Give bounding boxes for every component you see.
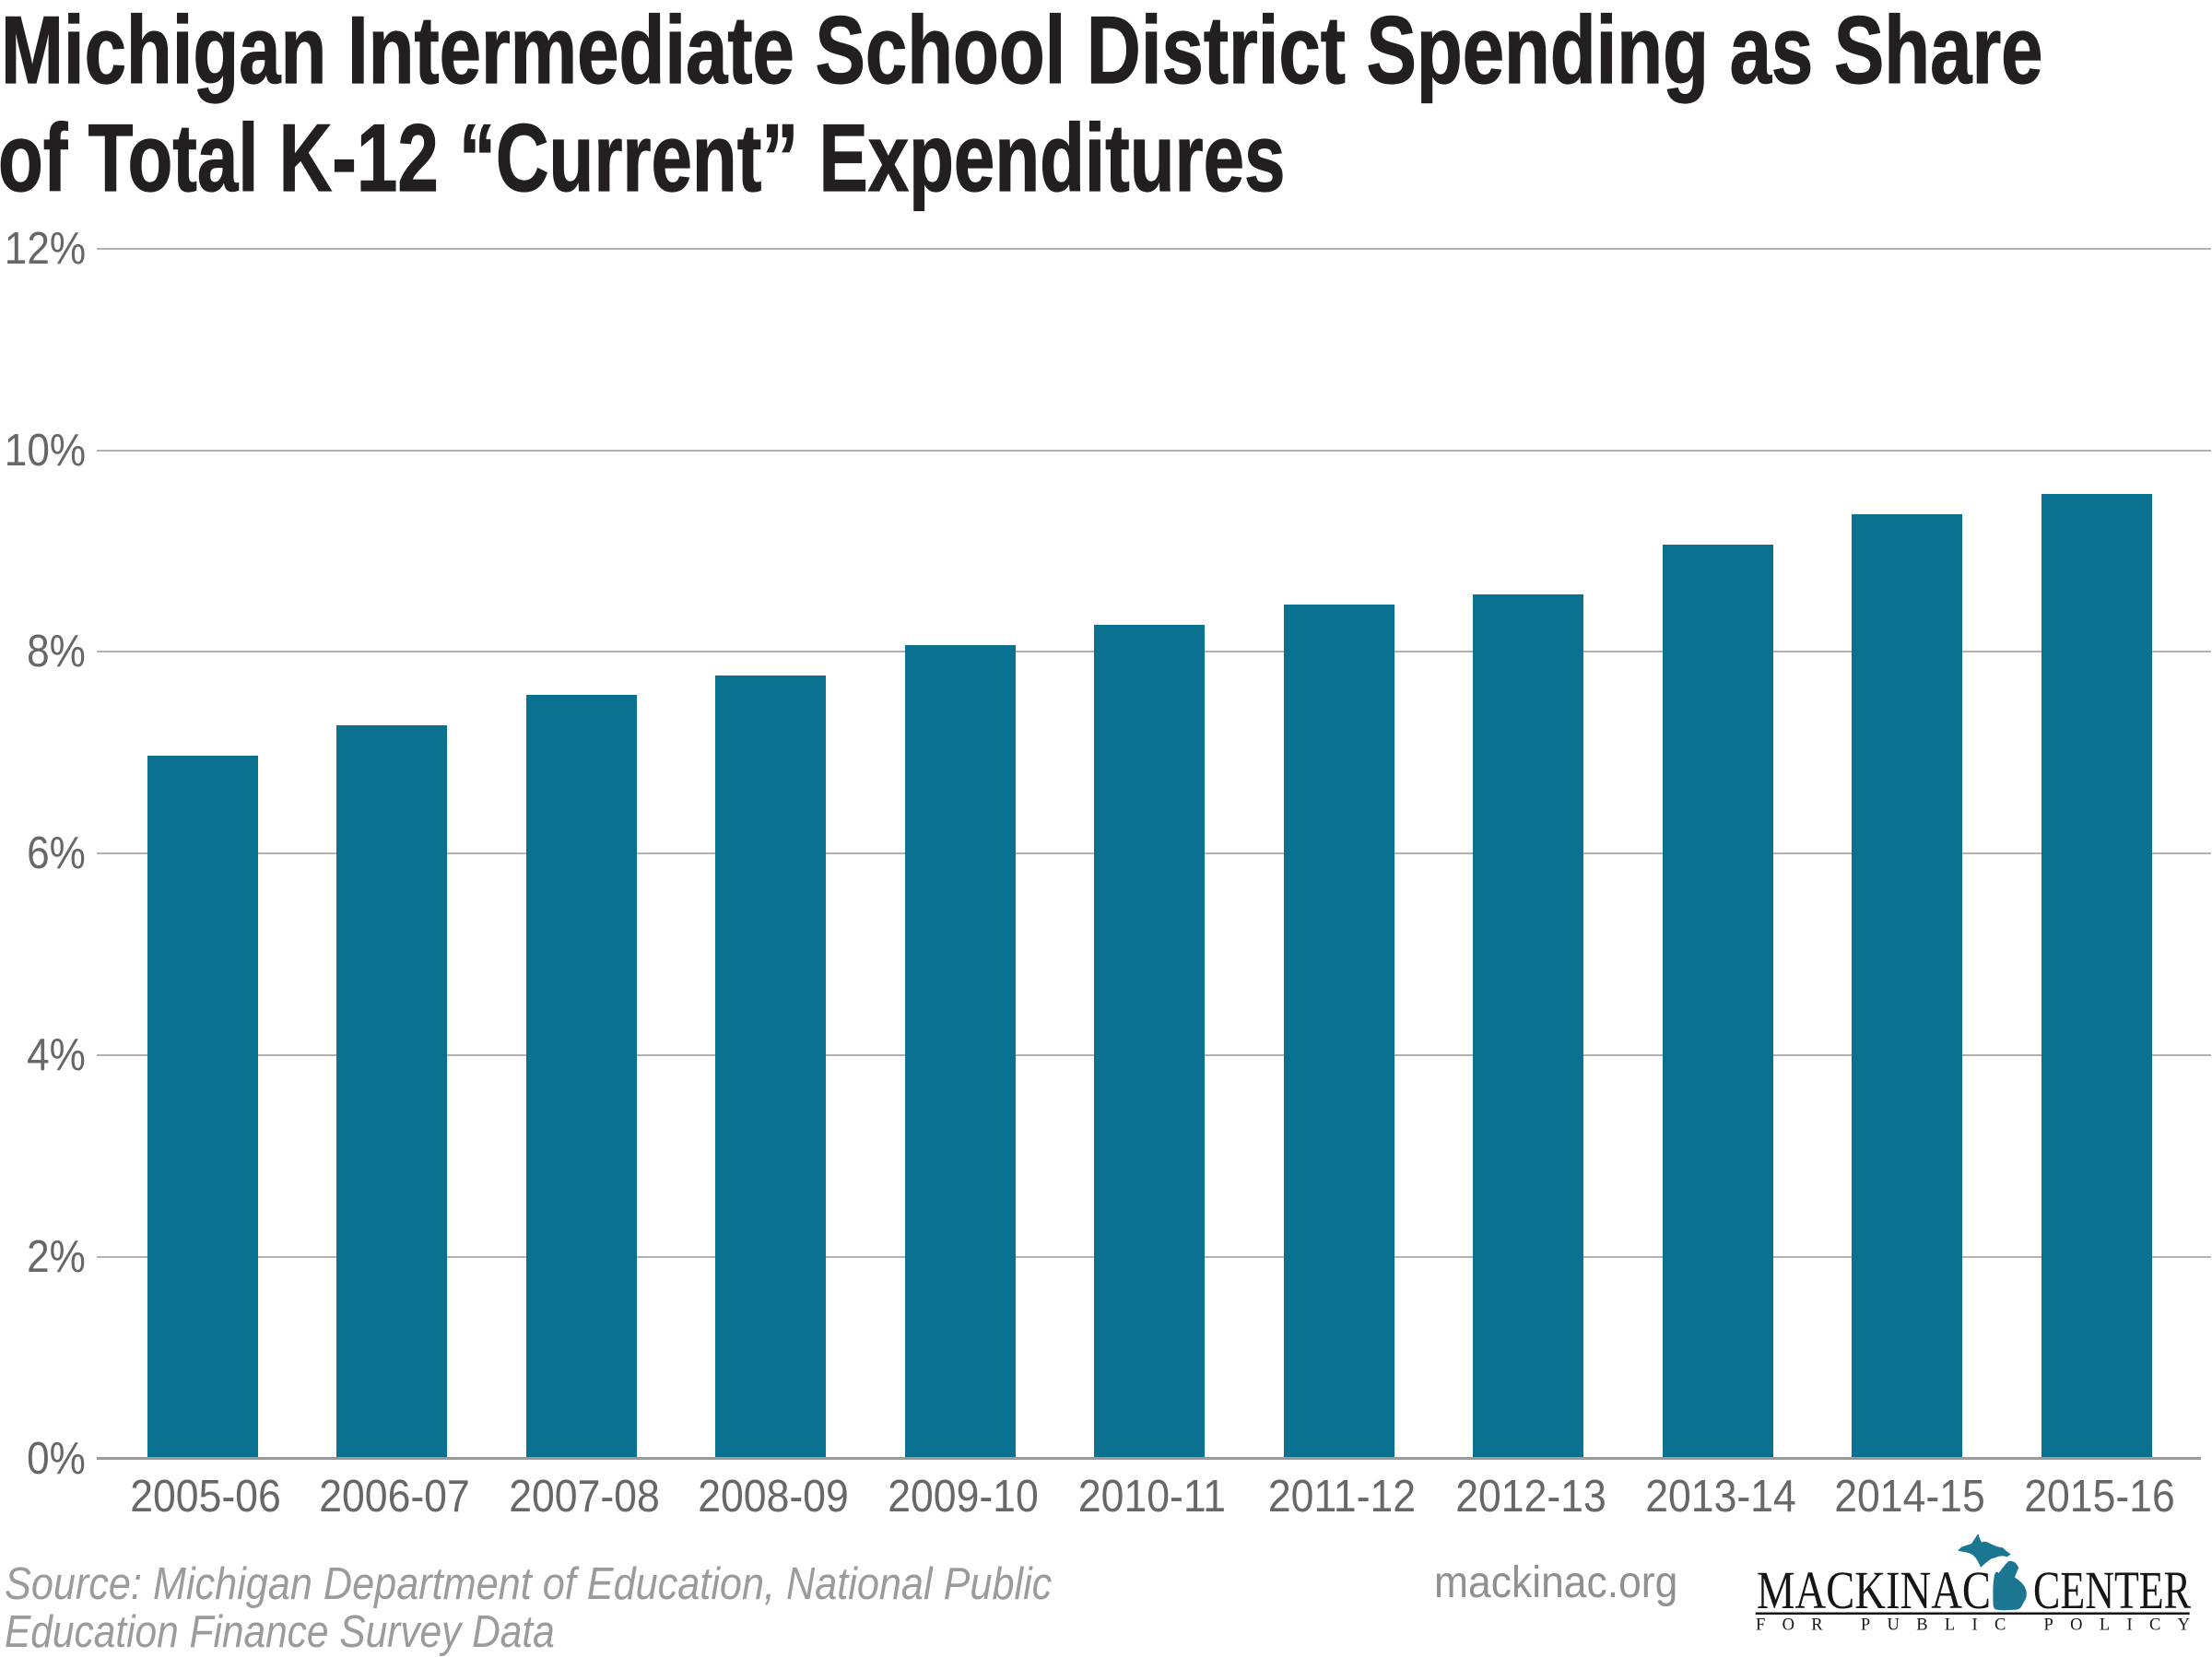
svg-text:CENTER: CENTER [2033,1560,2191,1620]
svg-text:MACKINAC: MACKINAC [1757,1560,1991,1620]
svg-text:FOR PUBLIC POLICY: FOR PUBLIC POLICY [1756,1616,2190,1635]
